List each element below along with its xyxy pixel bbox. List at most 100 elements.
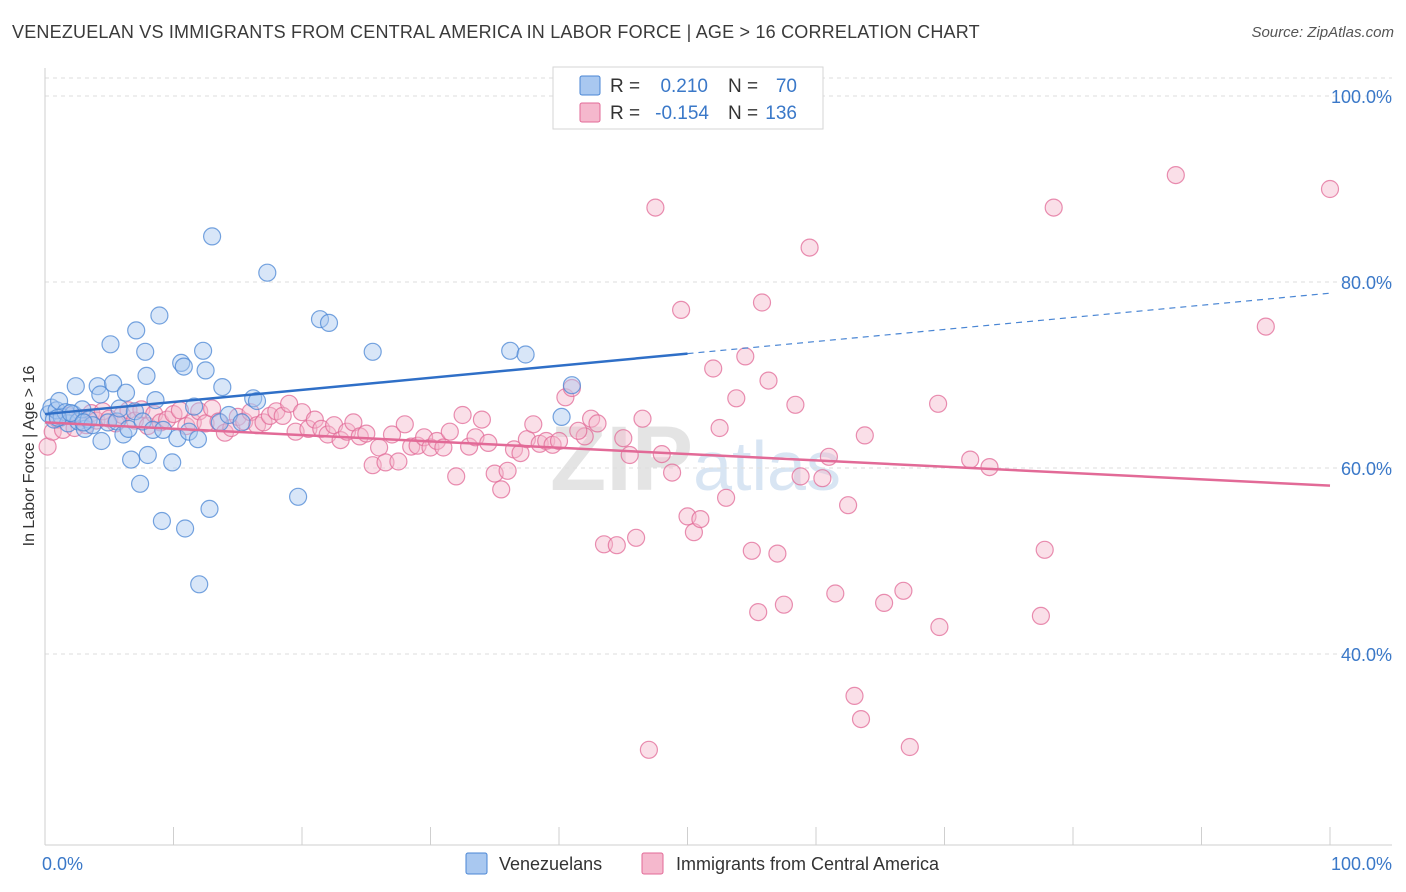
venezuelans-point	[289, 487, 308, 506]
bottom-legend-swatch-pink	[641, 852, 664, 875]
immigrants-point	[472, 410, 491, 429]
immigrants-point	[633, 409, 652, 428]
venezuelans-point	[258, 263, 277, 282]
legend-n-value-pink: 136	[765, 103, 797, 124]
immigrants-point	[791, 467, 810, 486]
immigrants-point	[704, 359, 723, 378]
immigrants-point	[607, 536, 626, 555]
venezuelans-point	[562, 376, 582, 395]
immigrants-point	[800, 238, 819, 257]
venezuelans-point	[310, 310, 330, 329]
immigrants-point	[759, 371, 778, 390]
venezuelans-point	[190, 575, 209, 594]
immigrants-point	[389, 452, 408, 471]
venezuelans-point	[196, 361, 215, 380]
immigrants-point	[838, 496, 858, 515]
immigrants-point	[626, 528, 646, 547]
venezuelans-point	[91, 385, 110, 404]
correlation-legend: R = 0.210 N = 70 R = -0.154 N = 136	[552, 66, 824, 130]
venezuelans-point	[137, 366, 156, 385]
legend-n-label-pink: N =	[728, 103, 758, 124]
immigrants-point	[620, 445, 639, 465]
legend-swatch-blue	[579, 75, 601, 96]
immigrants-point	[749, 602, 768, 622]
y-tick-label-60: 60.0%	[1341, 459, 1392, 479]
immigrants-point	[1035, 540, 1054, 559]
immigrants-point	[727, 389, 746, 408]
immigrants-point	[819, 447, 839, 466]
immigrants-point	[774, 595, 794, 614]
series-venezuelans	[39, 227, 582, 594]
legend-n-value-blue: 70	[776, 76, 797, 97]
venezuelans-point	[136, 342, 155, 361]
x-axis-ticks	[44, 827, 1331, 845]
immigrants-point	[662, 463, 682, 482]
x-tick-label-min: 0.0%	[42, 854, 83, 874]
watermark-text: ZIPatlas	[550, 408, 841, 510]
venezuelans-point	[131, 474, 150, 493]
immigrants-point	[402, 437, 421, 456]
immigrants-point	[549, 431, 569, 451]
immigrants-trend-line	[44, 421, 1331, 487]
immigrants-point	[691, 509, 710, 529]
y-tick-label-40: 40.0%	[1341, 645, 1392, 665]
immigrants-point	[742, 541, 761, 560]
venezuelans-point	[66, 377, 85, 396]
venezuelans-point	[92, 431, 111, 451]
immigrants-point	[305, 410, 324, 429]
immigrants-point	[845, 686, 864, 706]
immigrants-point	[961, 450, 980, 469]
venezuelans-point	[363, 342, 382, 361]
immigrants-point	[1166, 166, 1185, 185]
venezuelans-point	[101, 335, 120, 354]
immigrants-point	[851, 709, 871, 729]
venezuelans-point	[103, 374, 123, 393]
venezuelans-point	[203, 227, 222, 246]
venezuelans-point	[185, 397, 204, 416]
venezuelans-point	[150, 306, 169, 325]
watermark: ZIPatlas	[550, 408, 841, 510]
y-tick-labels: 100.0% 80.0% 60.0% 40.0%	[1331, 87, 1392, 665]
immigrants-point	[594, 535, 614, 554]
immigrants-point	[826, 584, 845, 603]
venezuelans-trend-line	[44, 352, 688, 416]
immigrants-point	[569, 421, 588, 440]
immigrants-point	[395, 415, 414, 434]
venezuelans-point	[176, 519, 195, 538]
watermark-atlas: atlas	[693, 427, 841, 505]
immigrants-point	[1256, 317, 1275, 336]
venezuelans-point	[119, 419, 138, 438]
immigrants-point	[671, 300, 691, 319]
immigrants-point	[492, 480, 511, 499]
immigrants-point	[980, 458, 999, 477]
source-credit: Source: ZipAtlas.com	[1251, 24, 1394, 41]
immigrants-point	[813, 469, 832, 488]
venezuelans-point	[138, 445, 157, 465]
y-tick-label-80: 80.0%	[1341, 273, 1392, 293]
venezuelans-point	[163, 453, 182, 472]
immigrants-point	[254, 413, 273, 432]
immigrants-point	[1031, 606, 1051, 626]
legend-swatch-pink	[579, 102, 601, 123]
venezuelans-point	[200, 499, 219, 518]
immigrants-point	[498, 461, 517, 480]
immigrants-point	[376, 453, 395, 472]
venezuelans-point	[232, 413, 251, 432]
immigrants-point	[768, 544, 787, 563]
venezuelans-point	[143, 420, 162, 439]
venezuelans-point	[247, 391, 267, 411]
venezuelans-point	[116, 383, 136, 402]
immigrants-point	[639, 740, 659, 759]
immigrants-point	[752, 293, 772, 312]
immigrants-point	[524, 415, 543, 434]
immigrants-point	[786, 395, 805, 414]
legend-r-label-blue: R =	[610, 76, 640, 97]
chart-title: VENEZUELAN VS IMMIGRANTS FROM CENTRAL AM…	[12, 22, 980, 42]
venezuelans-point	[122, 450, 141, 469]
immigrants-point	[894, 581, 913, 600]
immigrants-point	[716, 488, 736, 507]
venezuelans-point	[127, 321, 146, 340]
venezuelans-point	[552, 407, 571, 426]
venezuelans-point	[152, 511, 171, 531]
